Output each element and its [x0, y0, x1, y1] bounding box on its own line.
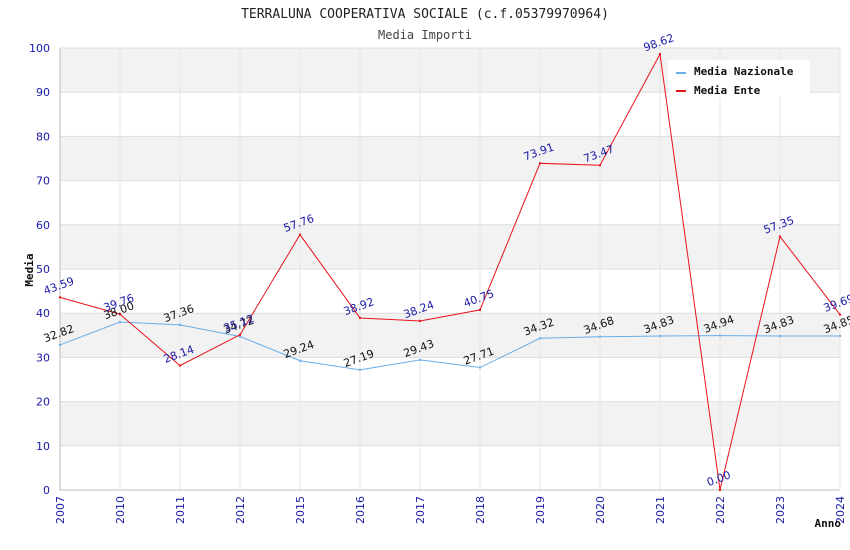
point-ente	[418, 319, 422, 323]
background-band	[60, 224, 840, 269]
point-ente	[118, 313, 122, 316]
point-nazionale	[838, 334, 842, 338]
legend-label-ente: Media Ente	[694, 84, 761, 97]
background-band	[60, 445, 840, 490]
point-nazionale	[598, 335, 602, 338]
point-ente	[178, 364, 182, 367]
point-ente	[478, 308, 482, 312]
point-ente	[58, 296, 62, 299]
y-tick-label: 10	[36, 440, 50, 453]
x-tick-label: 2019	[534, 496, 547, 524]
x-tick-label: 2016	[354, 496, 367, 524]
x-axis-label: Anno	[815, 517, 842, 530]
y-tick-label: 70	[36, 175, 50, 188]
point-ente	[658, 52, 662, 56]
point-nazionale	[778, 334, 782, 338]
x-tick-label: 2011	[174, 496, 187, 524]
background-band	[60, 180, 840, 225]
chart-subtitle: Media Importi	[378, 28, 472, 42]
y-tick-label: 90	[36, 86, 50, 99]
point-nazionale	[658, 334, 662, 338]
x-tick-labels: 2007 2010 2011 2012 2015 2016 2017 2018 2019 2020…	[54, 496, 847, 524]
legend: Media Nazionale Media Ente	[668, 60, 810, 97]
point-ente	[538, 162, 542, 165]
background-band	[60, 92, 840, 137]
x-tick-label: 2007	[54, 496, 67, 524]
x-tick-label: 2023	[774, 496, 787, 524]
x-tick-label: 2010	[114, 496, 127, 524]
plot-background-bands	[60, 48, 840, 490]
point-nazionale	[478, 366, 482, 369]
series-line-nazionale	[59, 321, 841, 371]
background-band	[60, 357, 840, 402]
x-tick-label: 2020	[594, 496, 607, 524]
x-tick-label: 2017	[414, 496, 427, 524]
legend-box	[668, 60, 810, 97]
y-axis-label: Media	[23, 253, 36, 286]
chart-title: TERRALUNA COOPERATIVA SOCIALE (c.f.05379…	[241, 7, 609, 22]
point-ente	[778, 235, 782, 238]
y-tick-label: 100	[29, 42, 50, 55]
x-tick-label: 2021	[654, 496, 667, 524]
y-tick-label: 0	[43, 484, 50, 497]
y-tick-label: 40	[36, 307, 50, 320]
point-nazionale	[118, 320, 122, 324]
point-ente	[298, 233, 302, 236]
y-tick-label: 60	[36, 219, 50, 232]
point-nazionale	[418, 358, 422, 362]
x-tick-label: 2024	[834, 496, 847, 524]
x-tick-label: 2022	[714, 496, 727, 524]
point-nazionale	[238, 335, 242, 338]
y-tick-label: 80	[36, 130, 50, 143]
series-line-ente	[59, 52, 841, 491]
y-tick-label: 50	[36, 263, 50, 276]
x-tick-label: 2018	[474, 496, 487, 524]
point-nazionale	[178, 323, 182, 327]
y-tick-label: 20	[36, 396, 50, 409]
point-ente	[598, 164, 602, 167]
series-lines	[58, 52, 842, 492]
point-ente	[718, 488, 722, 492]
point-nazionale	[538, 337, 542, 340]
background-band	[60, 401, 840, 446]
point-nazionale	[718, 334, 722, 337]
point-ente	[358, 316, 362, 320]
background-band	[60, 269, 840, 314]
point-nazionale	[358, 368, 362, 372]
point-ente	[838, 313, 842, 316]
legend-label-nazionale: Media Nazionale	[694, 65, 794, 78]
point-nazionale	[58, 343, 62, 347]
x-tick-label: 2012	[234, 496, 247, 524]
point-nazionale	[298, 359, 302, 362]
y-tick-label: 30	[36, 351, 50, 364]
y-tick-labels: 0 10 20 30 40 50 60 70 80 90 100	[29, 42, 50, 497]
point-ente	[238, 333, 242, 336]
x-tick-label: 2015	[294, 496, 307, 524]
background-band	[60, 136, 840, 181]
